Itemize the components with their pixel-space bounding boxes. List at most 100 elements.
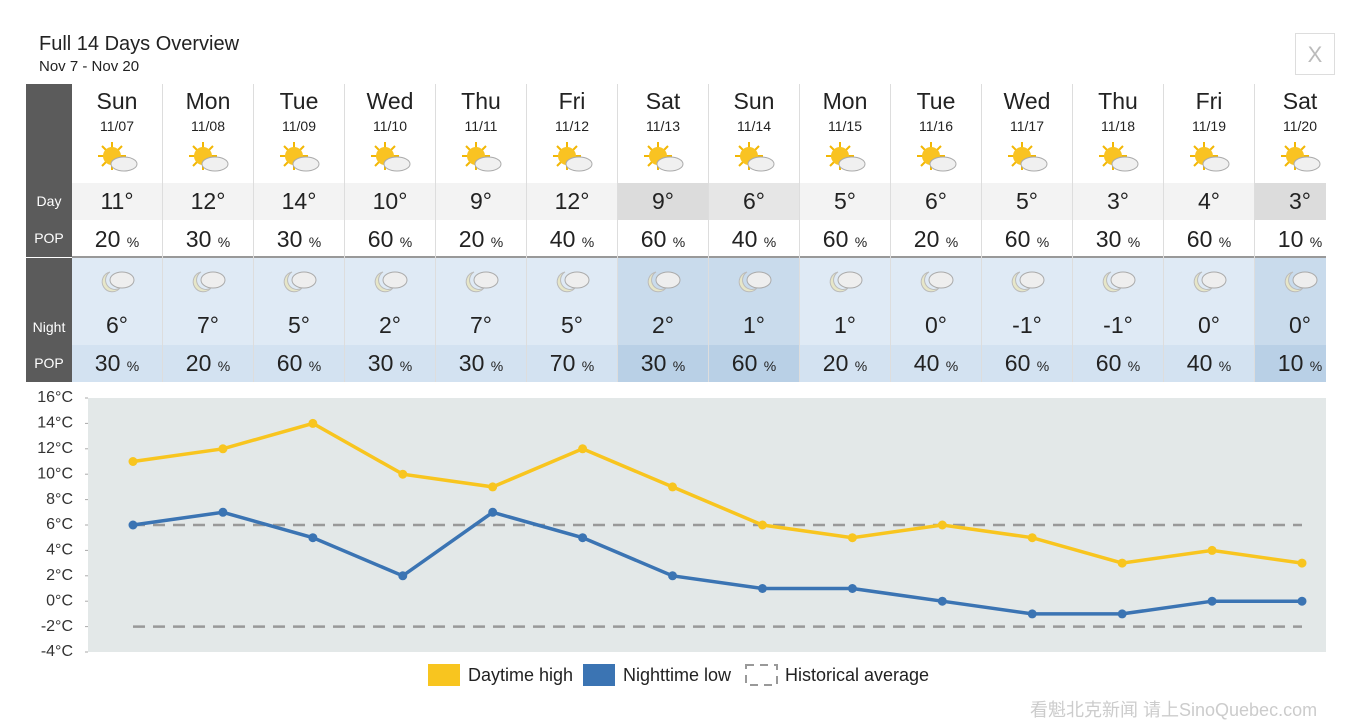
percent-sign: %: [854, 358, 868, 374]
night-pop: 30 %: [345, 345, 435, 382]
percent-sign: %: [308, 234, 322, 250]
day-column: Sat 11/13 9° 60 % 2° 30 %: [618, 84, 709, 382]
night-pop: 60 %: [982, 345, 1072, 382]
weather-icon: [1193, 271, 1227, 293]
point: [757, 520, 767, 530]
night-temp: 1°: [743, 312, 765, 338]
point: [218, 444, 228, 454]
day-pop: 40 %: [527, 220, 617, 258]
point: [1297, 558, 1307, 568]
day-temp: 6°: [891, 183, 981, 220]
pop-value: 40: [731, 226, 758, 252]
night-pop: 40 %: [891, 345, 981, 382]
percent-sign: %: [1218, 234, 1232, 250]
date: 11/10: [373, 118, 407, 134]
day-name: Thu: [461, 88, 501, 114]
day-pop: 20 %: [72, 220, 162, 258]
date: 11/08: [191, 118, 225, 134]
percent-sign: %: [763, 358, 777, 374]
percent-sign: %: [581, 234, 595, 250]
night-temp: 5°: [288, 312, 310, 338]
pop-value: 60: [731, 350, 758, 376]
weather-icon: [1008, 142, 1048, 172]
percent-sign: %: [1036, 234, 1050, 250]
night-temp: 6°: [106, 312, 128, 338]
pop-value: 60: [276, 350, 303, 376]
y-tick-label: 10°C: [37, 465, 73, 482]
point: [1117, 609, 1127, 619]
day-temp: 10°: [345, 183, 435, 220]
day-pop: 30 %: [254, 220, 344, 258]
day-temp: 3°: [1255, 183, 1326, 220]
weather-icon: [1284, 271, 1318, 293]
row-label: POP: [26, 220, 72, 257]
weather-icon: [738, 271, 772, 293]
day-column: Tue 11/16 6° 20 % 0° 40 %: [891, 84, 982, 382]
day-name: Sun: [733, 88, 775, 114]
weather-icon: [644, 142, 684, 172]
night-pop: 30 %: [436, 345, 526, 382]
day-column: Mon 11/15 5° 60 % 1° 20 %: [800, 84, 891, 382]
pop-value: 10: [1277, 226, 1304, 252]
date: 11/20: [1283, 118, 1317, 134]
night-pop: 30 %: [618, 345, 708, 382]
percent-sign: %: [490, 358, 504, 374]
pop-value: 60: [367, 226, 394, 252]
percent-sign: %: [399, 234, 413, 250]
day-temp: 3°: [1073, 183, 1163, 220]
day-pop: 60 %: [1164, 220, 1254, 258]
weather-icon: [98, 142, 138, 172]
pop-value: 40: [913, 350, 940, 376]
date: 11/15: [828, 118, 862, 134]
percent-sign: %: [1127, 358, 1141, 374]
percent-sign: %: [1218, 358, 1232, 374]
day-pop: 60 %: [345, 220, 435, 258]
day-name: Mon: [185, 88, 231, 114]
pop-value: 60: [1186, 226, 1213, 252]
night-temp: 0°: [1198, 312, 1220, 338]
weather-icon: [829, 271, 863, 293]
pop-value: 20: [185, 350, 212, 376]
day-column: Fri 11/12 12° 40 % 5° 70 %: [527, 84, 618, 382]
percent-sign: %: [1309, 358, 1323, 374]
weather-icon: [192, 271, 226, 293]
y-tick-label: 12°C: [37, 440, 73, 457]
close-button[interactable]: X: [1295, 33, 1335, 75]
day-temp: 4°: [1164, 183, 1254, 220]
pop-value: 40: [549, 226, 576, 252]
pop-value: 20: [913, 226, 940, 252]
legend-label: Historical average: [785, 665, 929, 685]
day-pop: 10 %: [1255, 220, 1326, 258]
night-temp: -1°: [1012, 312, 1042, 338]
y-tick-label: 0°C: [46, 592, 73, 609]
day-column: Wed 11/10 10° 60 % 2° 30 %: [345, 84, 436, 382]
series-line: [132, 510, 1302, 616]
weather-icon: [1011, 271, 1045, 293]
legend-swatch: [583, 664, 615, 686]
point: [128, 520, 138, 530]
pop-value: 30: [276, 226, 303, 252]
date: 11/11: [464, 118, 498, 134]
point: [937, 520, 947, 530]
pop-value: 10: [1277, 350, 1304, 376]
night-temp: 2°: [652, 312, 674, 338]
day-temp: 14°: [254, 183, 344, 220]
date: 11/19: [1192, 118, 1226, 134]
point: [1117, 558, 1127, 568]
y-tick-label: 14°C: [37, 415, 73, 432]
point: [308, 533, 318, 543]
point: [1027, 609, 1037, 619]
series-line: [132, 421, 1303, 565]
date: 11/14: [737, 118, 771, 134]
legend-label: Daytime high: [468, 665, 573, 685]
percent-sign: %: [945, 358, 959, 374]
percent-sign: %: [581, 358, 595, 374]
point: [488, 482, 498, 492]
day-temp: 12°: [527, 183, 617, 220]
day-pop: 30 %: [1073, 220, 1163, 258]
day-temp: 5°: [800, 183, 890, 220]
pop-value: 60: [1004, 350, 1031, 376]
night-pop: 10 %: [1255, 345, 1326, 382]
legend-swatch: [745, 664, 778, 686]
percent-sign: %: [308, 358, 322, 374]
